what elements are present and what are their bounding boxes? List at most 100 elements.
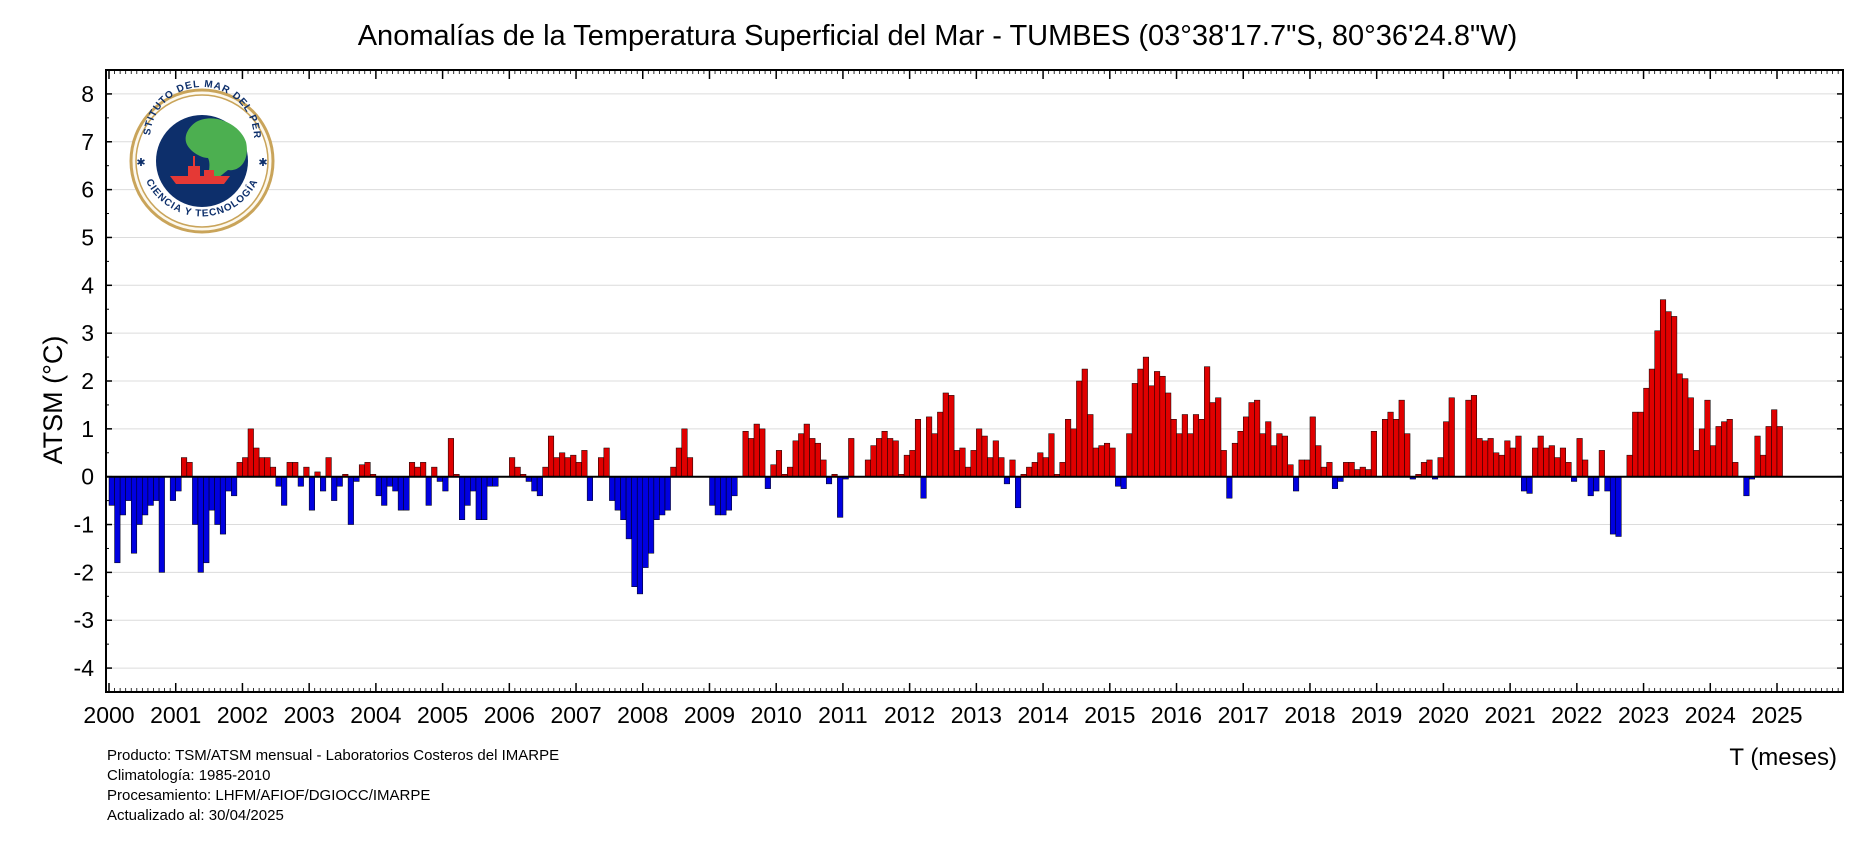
x-tick-label: 2014 [1017,702,1068,728]
bar-negative [320,476,327,492]
bar-negative [108,476,115,506]
bar-positive [181,457,188,477]
x-tick-label: 2008 [617,702,668,728]
footer-updated: Actualizado al: 30/04/2025 [107,807,284,824]
y-tick-label: -1 [74,512,94,538]
bar-positive [892,440,899,477]
bar-positive [948,395,955,477]
bar-negative [725,476,732,511]
bar-negative [609,476,616,501]
bar-positive [1671,316,1678,477]
bar-positive [603,447,610,477]
bar-positive [1103,442,1111,477]
bar-positive [686,457,694,477]
bar-positive [575,462,582,477]
bar-positive [1254,399,1261,477]
bar-positive [903,454,910,477]
y-tick-label: 7 [81,129,94,155]
bar-negative [1226,476,1233,499]
bar-negative [147,476,154,506]
x-tick-label: 2022 [1551,702,1602,728]
y-tick-label: 4 [81,272,94,298]
bar-positive [1281,435,1288,477]
y-axis-ticks: -4 -3 -2 -1 0 1 2 3 4 5 6 7 8 [74,69,1843,693]
bar-negative [459,476,466,521]
bar-positive [759,428,766,477]
bar-positive [1198,419,1205,477]
bar-positive [1771,409,1778,477]
bar-positive [1559,447,1566,477]
bar-positive [1370,430,1377,477]
bar-positive [514,466,521,477]
y-tick-label: 8 [81,81,94,107]
bar-positive [1393,419,1400,477]
grid-lines [106,93,1843,669]
bar-negative [225,476,232,492]
bar-negative [130,476,138,554]
bar-positive [803,423,810,477]
bar-positive [1676,373,1683,477]
bar-negative [837,476,844,518]
bar-negative [203,476,210,564]
x-tick-label: 2025 [1751,702,1802,728]
bar-positive [1704,399,1711,477]
bar-positive [292,462,299,477]
bar-positive [1437,457,1444,477]
bar-positive [1698,428,1705,477]
bar-positive [1137,368,1144,477]
bar-positive [964,466,972,477]
bar-positive [1548,445,1555,477]
bar-negative [397,476,404,511]
bar-positive [253,447,260,477]
bar-negative [125,476,132,501]
bar-positive [564,457,571,477]
bar-positive [447,438,454,477]
bar-positive [1359,466,1366,477]
bar-positive [1220,450,1227,477]
bar-positive [953,450,960,477]
bar-positive [1554,457,1561,477]
bar-positive [1265,421,1272,477]
bar-positive [258,457,265,477]
bar-positive [509,457,516,477]
bar-positive [970,450,977,477]
bar-positive [1721,421,1728,477]
bar-positive [1576,438,1583,477]
bar-positive [753,423,760,477]
bar-positive [1632,411,1639,477]
bar-positive [1565,462,1572,477]
x-tick-label: 2005 [417,702,468,728]
x-axis-title: T (meses) [1729,744,1837,771]
footer-processing: Procesamiento: LHFM/AFIOF/DGIOCC/IMARPE [107,787,431,804]
bar-positive [1537,435,1544,477]
bar-negative [586,476,593,501]
bar-positive [937,411,944,477]
bar-positive [570,454,577,477]
bar-positive [1092,447,1099,477]
bar-positive [864,459,871,477]
x-tick-label: 2010 [751,702,802,728]
x-tick-label: 2003 [284,702,335,728]
bar-positive [1626,454,1633,477]
bar-positive [992,440,999,477]
bar-positive [1192,414,1200,477]
bar-negative [169,476,176,501]
bar-positive [1343,462,1350,477]
x-tick-label: 2006 [484,702,535,728]
bar-positive [1270,445,1277,477]
bar-positive [1170,419,1177,477]
bar-negative [531,476,538,492]
bar-positive [1059,462,1066,477]
x-tick-label: 2023 [1618,702,1669,728]
bar-positive [1204,366,1211,477]
bar-positive [1026,466,1033,477]
bar-positive [1420,462,1427,477]
bar-negative [275,476,282,487]
bar-positive [1154,371,1161,477]
bar-positive [1504,440,1511,477]
bar-positive [1009,459,1016,477]
bar-negative [347,476,354,525]
bar-positive [1076,380,1083,477]
bar-negative [1609,476,1617,535]
bar-negative [442,476,449,492]
